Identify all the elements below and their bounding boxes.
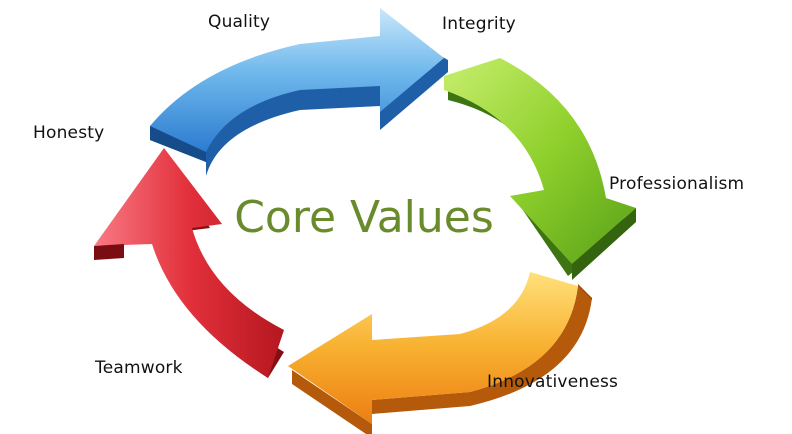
label-professionalism: Professionalism <box>609 174 745 194</box>
orange-arrow <box>288 272 592 434</box>
label-innovativeness: Innovativeness <box>487 372 619 392</box>
label-honesty: Honesty <box>33 123 105 143</box>
green-arrow <box>444 58 636 280</box>
label-integrity: Integrity <box>442 14 516 34</box>
red-arrow <box>94 148 284 378</box>
diagram-title: Core Values <box>234 192 494 243</box>
label-teamwork: Teamwork <box>95 358 183 378</box>
label-quality: Quality <box>208 12 271 32</box>
blue-arrow <box>150 8 448 176</box>
